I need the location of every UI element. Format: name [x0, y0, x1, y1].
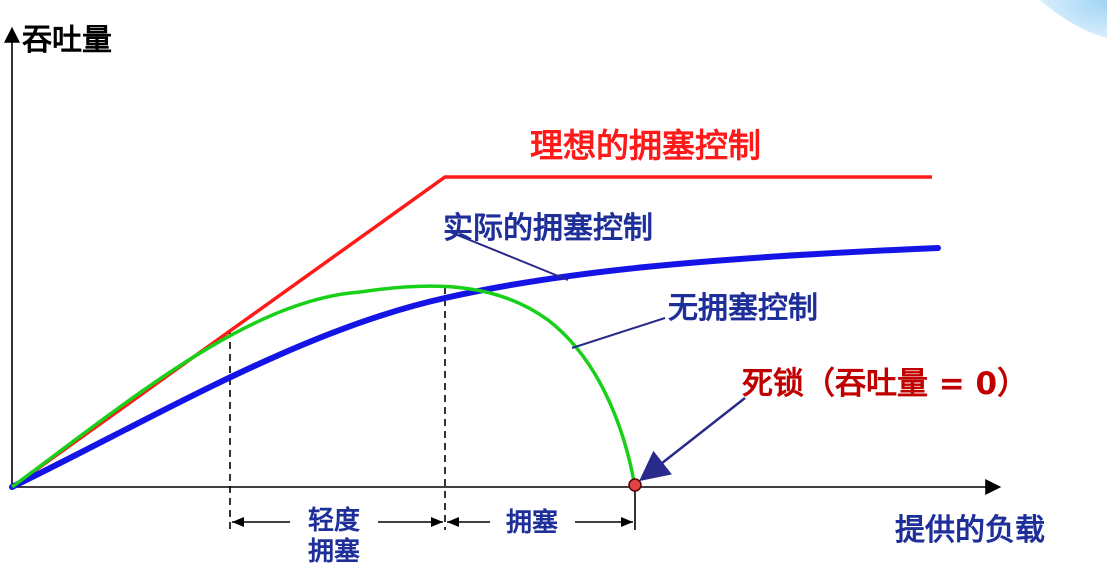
- light-region-right-head: [431, 517, 443, 527]
- actual-curve: [9, 245, 941, 490]
- no-control-curve-label: 无拥塞控制: [668, 291, 818, 326]
- ideal-curve: [10, 175, 932, 489]
- deadlock-label: 死锁（吞吐量 = 0）: [742, 366, 1028, 402]
- light-region-left-head: [232, 517, 244, 527]
- light-congestion-label-line2: 拥塞: [308, 536, 360, 567]
- deadlock-point: [628, 478, 642, 492]
- congested-region-right-head: [621, 517, 633, 527]
- deadlock-pointer-arrow: [639, 397, 746, 482]
- corner-decoration: [1040, 0, 1107, 38]
- light-congestion-label-line1: 轻度: [308, 505, 360, 536]
- congested-region-left-head: [447, 517, 459, 527]
- actual-pointer-line: [449, 231, 569, 281]
- y-axis-label: 吞吐量: [22, 23, 112, 58]
- no-control-curve: [10, 284, 637, 489]
- x-axis-label: 提供的负载: [895, 513, 1045, 548]
- congested-region-label: 拥塞: [506, 507, 558, 538]
- no-control-pointer-line: [571, 317, 666, 349]
- actual-curve-label: 实际的拥塞控制: [443, 211, 653, 246]
- ideal-curve-label: 理想的拥塞控制: [530, 126, 761, 165]
